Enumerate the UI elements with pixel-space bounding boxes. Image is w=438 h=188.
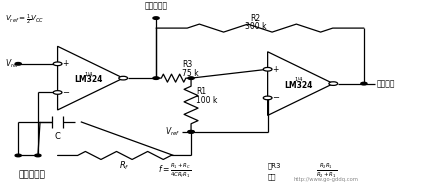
Text: $f = \frac{R_1+R_C}{4CR_fR_1}$: $f = \frac{R_1+R_C}{4CR_fR_1}$ — [158, 162, 191, 180]
Text: +: + — [62, 59, 68, 68]
Text: R3: R3 — [182, 60, 192, 69]
Text: 1/4: 1/4 — [84, 71, 92, 76]
Circle shape — [152, 77, 159, 79]
Circle shape — [15, 63, 21, 65]
Circle shape — [119, 76, 127, 80]
Text: $V_{ref}=\frac{1}{2}V_{CC}$: $V_{ref}=\frac{1}{2}V_{CC}$ — [5, 13, 44, 27]
Text: 100 k: 100 k — [196, 96, 217, 105]
Text: $\frac{R_2R_1}{R_2+R_1}$: $\frac{R_2R_1}{R_2+R_1}$ — [315, 162, 336, 180]
Circle shape — [35, 154, 41, 157]
Text: 75 k: 75 k — [182, 69, 198, 77]
Circle shape — [53, 91, 62, 94]
Text: 300 k: 300 k — [244, 22, 266, 31]
Circle shape — [187, 130, 194, 133]
Text: 1/4: 1/4 — [293, 77, 302, 82]
Text: $R_f$: $R_f$ — [119, 159, 129, 172]
Text: 方波输出: 方波输出 — [376, 79, 395, 88]
Text: LM324: LM324 — [283, 81, 312, 90]
Circle shape — [152, 17, 159, 19]
Circle shape — [15, 154, 21, 157]
Text: −: − — [272, 93, 279, 102]
Text: LM324: LM324 — [74, 75, 102, 84]
Circle shape — [187, 77, 194, 79]
Text: −: − — [62, 88, 69, 97]
Circle shape — [187, 130, 194, 133]
Text: C: C — [54, 132, 60, 141]
Circle shape — [263, 96, 272, 100]
Circle shape — [328, 82, 337, 85]
Circle shape — [263, 67, 272, 71]
Circle shape — [360, 82, 366, 85]
Text: 函数发生器: 函数发生器 — [18, 170, 45, 179]
Text: 若R3: 若R3 — [267, 162, 280, 169]
Text: 《《: 《《 — [267, 173, 276, 180]
Text: http://www.go-gddq.com: http://www.go-gddq.com — [293, 177, 358, 182]
Circle shape — [53, 62, 62, 66]
Text: 三角波输出: 三角波输出 — [144, 2, 167, 11]
Text: R1: R1 — [196, 87, 206, 96]
Text: R2: R2 — [250, 14, 260, 23]
Text: $V_{ref}$: $V_{ref}$ — [164, 126, 180, 138]
Text: $V_{ref}$: $V_{ref}$ — [5, 58, 20, 70]
Text: +: + — [272, 65, 278, 74]
